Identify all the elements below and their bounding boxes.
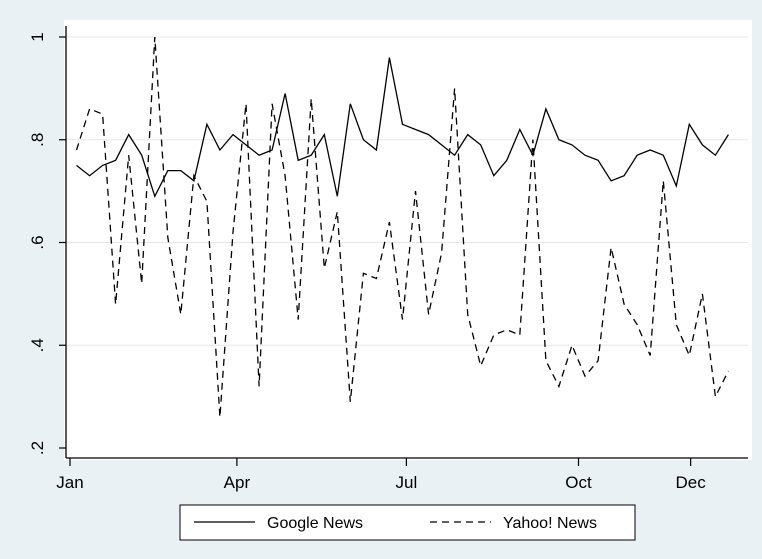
y-tick-label-3: .8	[28, 133, 47, 147]
y-axis-ticks: .2 .4 .6 .8 1	[28, 32, 66, 455]
x-axis-ticks: Jan Apr Jul Oct Dec	[56, 458, 706, 492]
gridlines	[67, 36, 748, 346]
legend: Google News Yahoo! News	[179, 504, 636, 541]
y-tick-label-2: .6	[28, 235, 47, 249]
x-tick-label-0: Jan	[56, 473, 83, 492]
x-tick-label-3: Oct	[565, 473, 592, 492]
y-tick-label-0: .2	[28, 441, 47, 455]
legend-label-yahoo-news: Yahoo! News	[503, 515, 597, 532]
legend-label-google-news: Google News	[267, 515, 363, 532]
x-tick-label-1: Apr	[224, 473, 251, 492]
plot-region	[64, 20, 752, 460]
y-tick-label-4: 1	[28, 32, 47, 41]
x-tick-label-2: Jul	[396, 473, 418, 492]
series-lines	[75, 36, 729, 418]
series-line-google-news	[76, 57, 729, 199]
legend-box	[179, 504, 636, 541]
y-tick-label-1: .4	[28, 338, 47, 352]
x-tick-label-4: Dec	[676, 473, 707, 492]
series-line-yahoo-news	[75, 36, 729, 418]
